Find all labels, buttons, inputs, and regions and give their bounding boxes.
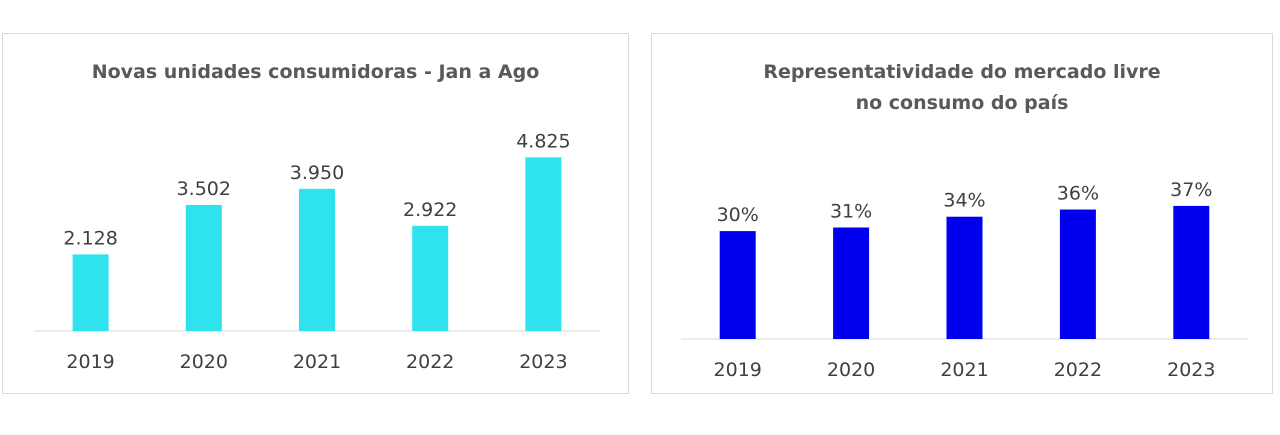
chart-title: Representatividade do mercado livre no c… (763, 61, 1161, 114)
x-tick-label-2023: 2023 (1167, 359, 1215, 381)
data-label-2023: 37% (1170, 179, 1212, 201)
x-tick-label-2022: 2022 (406, 351, 454, 373)
x-tick-label-2022: 2022 (1054, 359, 1102, 381)
data-label-2019: 2.128 (63, 227, 117, 249)
bar-2020 (833, 227, 870, 339)
bar-2022 (1059, 209, 1096, 339)
bar-2019 (719, 231, 756, 339)
data-label-2021: 3.950 (290, 162, 344, 184)
chart-panel-new-consumer-units: Novas unidades consumidoras - Jan a Ago … (2, 33, 629, 394)
bar-2020 (185, 204, 222, 331)
chart-title: Novas unidades consumidoras - Jan a Ago (91, 61, 540, 83)
data-label-2023: 4.825 (516, 130, 570, 152)
data-label-2020: 3.502 (177, 178, 231, 200)
x-tick-label-2021: 2021 (940, 359, 988, 381)
bar-2019 (72, 254, 109, 331)
chart-panel-free-market-share: Representatividade do mercado livre no c… (651, 33, 1273, 394)
data-label-2022: 2.922 (403, 199, 457, 221)
bar-chart-new-consumer-units: 2.128 2019 3.502 2020 3.950 2021 2.922 2022 4.82… (34, 130, 600, 373)
x-tick-label-2019: 2019 (66, 351, 114, 373)
bar-2023 (525, 157, 562, 331)
bar-2021 (946, 216, 983, 339)
data-label-2022: 36% (1057, 183, 1099, 205)
data-label-2021: 34% (943, 190, 985, 212)
x-tick-label-2020: 2020 (827, 359, 875, 381)
bar-2022 (412, 225, 449, 331)
x-tick-label-2019: 2019 (714, 359, 762, 381)
data-label-2020: 31% (830, 201, 872, 223)
x-tick-label-2020: 2020 (180, 351, 228, 373)
x-tick-label-2023: 2023 (519, 351, 567, 373)
data-label-2019: 30% (717, 204, 759, 226)
x-tick-label-2021: 2021 (293, 351, 341, 373)
bar-chart-free-market-share: 30% 2019 31% 2020 34% 2021 36% 2022 37% 2023 (681, 179, 1248, 381)
bar-2023 (1173, 205, 1210, 339)
bar-2021 (299, 188, 335, 331)
